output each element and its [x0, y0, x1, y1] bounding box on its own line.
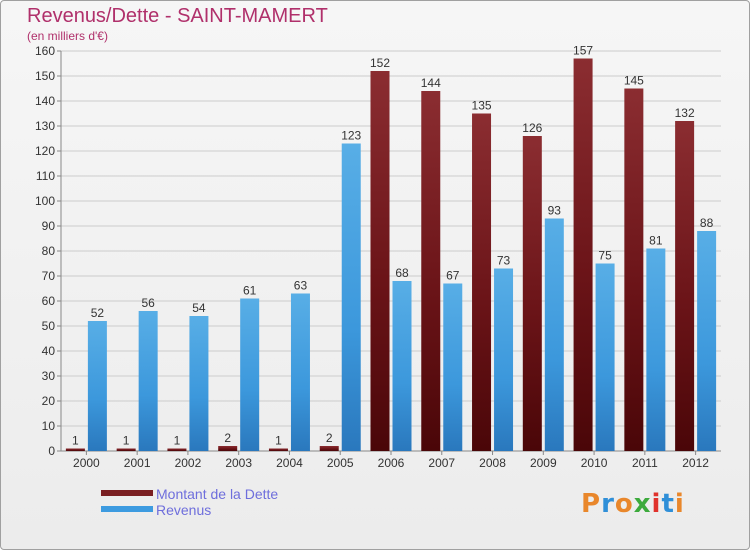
x-tick-label: 2004: [276, 456, 303, 470]
bar-dette-2012: [675, 121, 695, 451]
bar-revenus-2003: [240, 298, 260, 451]
logo-letter: x: [633, 489, 652, 519]
y-tick-label: 110: [36, 169, 55, 183]
x-tick-label: 2011: [632, 456, 658, 470]
data-label-dette-2010: 157: [573, 44, 593, 58]
bar-dette-2009: [522, 136, 542, 451]
bar-dette-2002: [167, 448, 187, 451]
data-label-dette-2004: 1: [275, 434, 282, 448]
data-label-dette-2000: 1: [72, 434, 79, 448]
bar-dette-2000: [65, 448, 85, 451]
bar-dette-2003: [218, 446, 238, 451]
legend-label-revenus: Revenus: [156, 502, 212, 518]
legend-swatch-dette: [101, 490, 153, 496]
bar-dette-2001: [116, 448, 136, 451]
data-label-revenus-2011: 81: [649, 234, 663, 248]
x-tick-label: 2003: [225, 456, 252, 470]
data-label-revenus-2000: 52: [91, 306, 105, 320]
y-tick-label: 150: [35, 69, 55, 83]
y-tick-label: 40: [42, 344, 56, 358]
data-label-revenus-2007: 67: [446, 269, 460, 283]
x-tick-label: 2002: [175, 456, 202, 470]
data-label-revenus-2006: 68: [395, 266, 409, 280]
data-label-dette-2002: 1: [174, 434, 181, 448]
data-label-dette-2009: 126: [522, 121, 542, 135]
chart-title: Revenus/Dette - SAINT-MAMERT: [27, 5, 328, 27]
y-tick-label: 160: [35, 44, 55, 58]
y-tick-label: 20: [42, 394, 56, 408]
data-label-dette-2012: 132: [675, 106, 695, 120]
x-tick-label: 2000: [73, 456, 100, 470]
bar-revenus-2004: [290, 293, 310, 451]
bar-revenus-2000: [87, 321, 107, 451]
bar-revenus-2010: [595, 263, 615, 451]
x-tick-label: 2009: [530, 456, 557, 470]
proxiti-logo: Proxiti: [581, 489, 685, 519]
data-label-revenus-2012: 88: [700, 216, 714, 230]
data-label-dette-2008: 135: [472, 99, 492, 113]
y-tick-label: 70: [42, 269, 56, 283]
y-tick-label: 80: [42, 244, 56, 258]
data-label-revenus-2008: 73: [497, 254, 511, 268]
bar-revenus-2009: [544, 218, 564, 451]
y-tick-label: 30: [42, 369, 56, 383]
chart-subtitle: (en milliers d'€): [27, 29, 108, 43]
logo-letter: t: [661, 489, 675, 519]
y-tick-label: 140: [35, 94, 55, 108]
data-label-dette-2001: 1: [123, 434, 130, 448]
bar-dette-2008: [472, 113, 492, 451]
data-label-dette-2006: 152: [370, 56, 390, 70]
bar-dette-2010: [573, 58, 593, 451]
legend-swatch-revenus: [101, 506, 153, 512]
data-label-revenus-2001: 56: [141, 296, 155, 310]
x-tick-label: 2007: [428, 456, 455, 470]
logo-letter: o: [614, 489, 634, 519]
bar-revenus-2002: [189, 316, 209, 451]
bar-revenus-2012: [697, 231, 717, 451]
logo-letter: i: [674, 489, 685, 519]
data-label-revenus-2010: 75: [598, 249, 612, 263]
y-tick-label: 120: [35, 144, 55, 158]
x-tick-label: 2001: [124, 456, 151, 470]
bar-revenus-2011: [646, 248, 666, 451]
bar-dette-2006: [370, 71, 390, 451]
bar-dette-2011: [624, 88, 644, 451]
x-tick-label: 2008: [479, 456, 506, 470]
logo-letter: P: [581, 489, 602, 519]
data-label-revenus-2003: 61: [243, 284, 257, 298]
bar-revenus-2005: [341, 143, 361, 451]
bar-revenus-2008: [494, 268, 514, 451]
data-label-dette-2005: 2: [326, 431, 333, 445]
bar-dette-2007: [421, 91, 441, 451]
x-tick-label: 2005: [327, 456, 354, 470]
data-label-revenus-2002: 54: [192, 301, 206, 315]
x-tick-label: 2006: [378, 456, 405, 470]
y-tick-label: 0: [48, 444, 55, 458]
logo-letter: r: [601, 489, 615, 519]
logo-letter: i: [651, 489, 662, 519]
bar-chart: 0 10 20 30 40 50 60 70 80 90 100 110 120 130 140 150 160…: [35, 44, 721, 470]
y-tick-label: 130: [35, 119, 55, 133]
data-label-revenus-2004: 63: [294, 279, 308, 293]
y-tick-label: 100: [35, 194, 55, 208]
y-tick-label: 60: [42, 294, 56, 308]
bar-revenus-2006: [392, 281, 412, 451]
y-tick-label: 10: [42, 419, 56, 433]
data-label-revenus-2009: 93: [548, 204, 562, 218]
data-label-dette-2007: 144: [421, 76, 441, 90]
legend-label-dette: Montant de la Dette: [156, 486, 279, 502]
data-label-dette-2003: 2: [224, 431, 231, 445]
y-tick-label: 90: [42, 219, 56, 233]
bar-dette-2004: [268, 448, 288, 451]
bar-revenus-2007: [443, 283, 463, 451]
data-label-revenus-2005: 123: [341, 129, 361, 143]
x-tick-label: 2012: [682, 456, 709, 470]
x-tick-label: 2010: [581, 456, 608, 470]
y-tick-label: 50: [42, 319, 56, 333]
bar-dette-2005: [319, 446, 339, 451]
data-label-dette-2011: 145: [624, 74, 644, 88]
bar-revenus-2001: [138, 311, 158, 451]
